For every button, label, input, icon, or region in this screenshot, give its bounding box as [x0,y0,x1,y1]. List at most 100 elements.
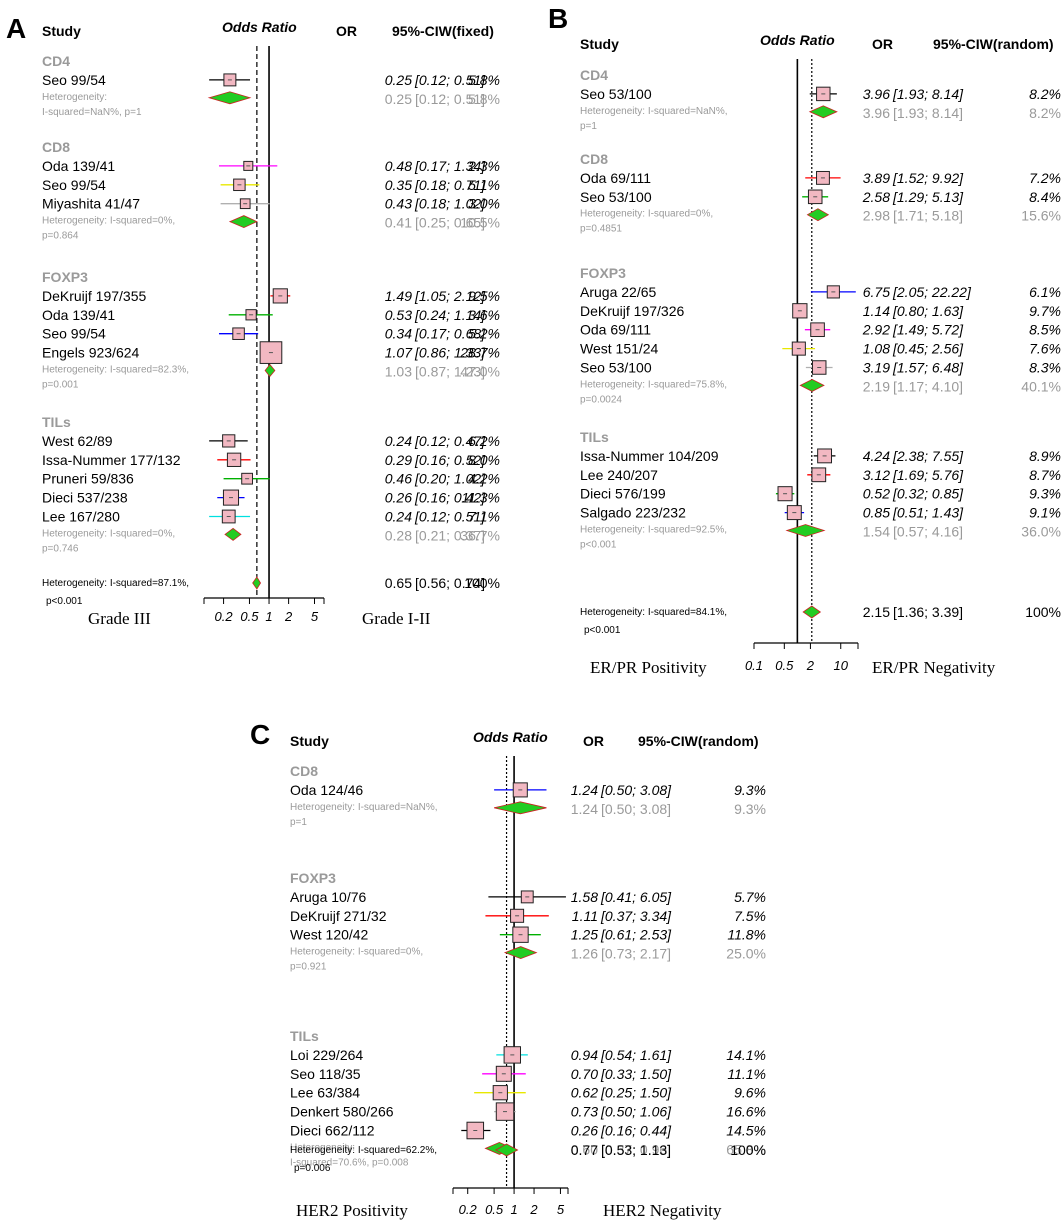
study-weight: 16.6% [726,1104,766,1120]
summary-weight: 65.8% [726,1141,766,1157]
forest-panel-a: A Study Odds Ratio OR 95%-CIW(fixed) CD4 Seo 9… [6,13,500,628]
study-weight: 5.2% [468,326,500,342]
study-weight: 8.5% [1029,322,1061,338]
study-or: 0.29 [385,452,412,468]
summary-diamond [207,91,252,105]
heterogeneity-stat: p=0.864 [42,231,79,242]
heterogeneity-stat: p=0.001 [42,380,79,391]
summary-or: 0.25 [385,91,412,107]
overall-weight: 100% [464,575,500,591]
study-ci: [0.45; 2.56] [892,341,964,357]
study-ci: [1.49; 5.72] [892,322,964,338]
study-ci: [1.57; 6.48] [892,360,964,376]
summary-ci: [1.71; 5.18] [893,208,963,224]
summary-weight: 36.0% [1021,524,1061,540]
x-tick-label: 0.5 [240,609,259,624]
study-ci: [0.16; 0.42] [414,490,486,506]
study-weight: 5.1% [468,177,500,193]
study-or: 0.53 [385,307,412,323]
overall-diamond [494,1143,519,1157]
study-label: Oda 69/111 [580,170,651,186]
x-tick-label: 0.2 [459,1202,478,1217]
study-ci: [0.12; 0.47] [414,433,486,449]
overall-or: 2.15 [863,604,890,620]
group-label: TILs [580,429,609,445]
study-or: 0.70 [571,1066,598,1082]
header-study: Study [290,733,329,749]
summary-or: 1.54 [863,524,890,540]
study-or: 1.07 [385,345,413,361]
x-tick-label: 0.5 [485,1202,504,1217]
study-label: Denkert 580/266 [290,1104,394,1120]
panel-label: B [548,3,568,34]
study-ci: [0.25; 1.50] [600,1085,672,1101]
study-weight: 8.7% [1029,467,1061,483]
summary-weight: 5.8% [468,91,500,107]
study-or: 0.35 [385,177,412,193]
study-or: 3.96 [863,86,890,102]
study-weight: 8.2% [1029,86,1061,102]
study-ci: [0.50; 1.06] [600,1104,672,1120]
study-or: 1.24 [571,782,598,798]
left-direction-label: HER2 Positivity [296,1201,408,1220]
overall-ci: [0.56; 0.74] [415,575,485,591]
study-label: Lee 63/384 [290,1085,360,1101]
group-label: CD8 [290,763,318,779]
study-ci: [0.16; 0.52] [414,452,486,468]
summary-or: 3.96 [863,105,890,121]
summary-weight: 36.7% [460,527,500,543]
study-or: 2.92 [862,322,890,338]
summary-weight: 8.2% [1029,105,1061,121]
summary-ci: [0.50; 3.08] [601,801,671,817]
study-weight: 9.1% [1029,505,1061,521]
study-ci: [0.16; 0.44] [600,1123,672,1139]
left-direction-label: ER/PR Positivity [590,658,707,677]
study-ci: [1.69; 5.76] [892,467,964,483]
right-direction-label: HER2 Negativity [603,1201,722,1220]
study-label: West 120/42 [290,927,369,943]
study-label: Oda 69/111 [580,322,651,338]
study-ci: [0.12; 0.51] [414,509,486,525]
header-or: OR [872,36,893,52]
study-weight: 11.8% [727,927,766,943]
study-weight: 14.5% [726,1123,766,1139]
summary-ci: [0.12; 0.51] [415,91,485,107]
header-or: OR [336,23,357,39]
heterogeneity-stat: I-squared=70.6%, p=0.008 [290,1157,409,1168]
study-weight: 5.8% [468,72,500,88]
study-or: 0.48 [385,158,412,174]
heterogeneity-stat: p=0.746 [42,543,79,554]
study-or: 1.14 [863,303,890,319]
study-label: Oda 139/41 [42,158,115,174]
study-or: 0.34 [385,326,412,342]
summary-or: 1.24 [571,801,598,817]
left-direction-label: Grade III [88,609,151,628]
study-or: 3.19 [863,360,890,376]
summary-ci: [0.87; 1.23] [415,364,485,380]
study-ci: [2.38; 7.55] [892,448,964,464]
summary-ci: [0.57; 4.16] [893,524,963,540]
study-label: Seo 53/100 [580,360,652,376]
overall-diamond [252,576,262,590]
summary-or: 1.26 [571,946,598,962]
overall-ci: [0.53; 1.13] [601,1142,671,1158]
overall-heterogeneity: Heterogeneity: I-squared=87.1%, [42,578,189,589]
study-or: 1.58 [571,889,598,905]
summary-ci: [1.93; 8.14] [893,105,963,121]
x-tick-label: 5 [311,609,319,624]
study-label: DeKruijf 197/326 [580,303,685,319]
study-weight: 3.6% [468,307,500,323]
group-label: FOXP3 [290,870,336,886]
heterogeneity-label: Heterogeneity: I-squared=0%, [580,209,713,220]
study-or: 0.25 [385,72,412,88]
study-ci: [0.20; 1.02] [414,471,486,487]
study-or: 0.62 [571,1085,598,1101]
x-tick-label: 0.1 [745,658,763,673]
group-label: FOXP3 [580,265,626,281]
overall-weight: 100% [1025,604,1061,620]
study-ci: [0.24; 1.14] [414,307,486,323]
study-label: Dieci 576/199 [580,486,666,502]
summary-or: 0.28 [385,527,412,543]
overall-pvalue: p<0.001 [46,596,83,607]
study-or: 0.73 [571,1104,598,1120]
